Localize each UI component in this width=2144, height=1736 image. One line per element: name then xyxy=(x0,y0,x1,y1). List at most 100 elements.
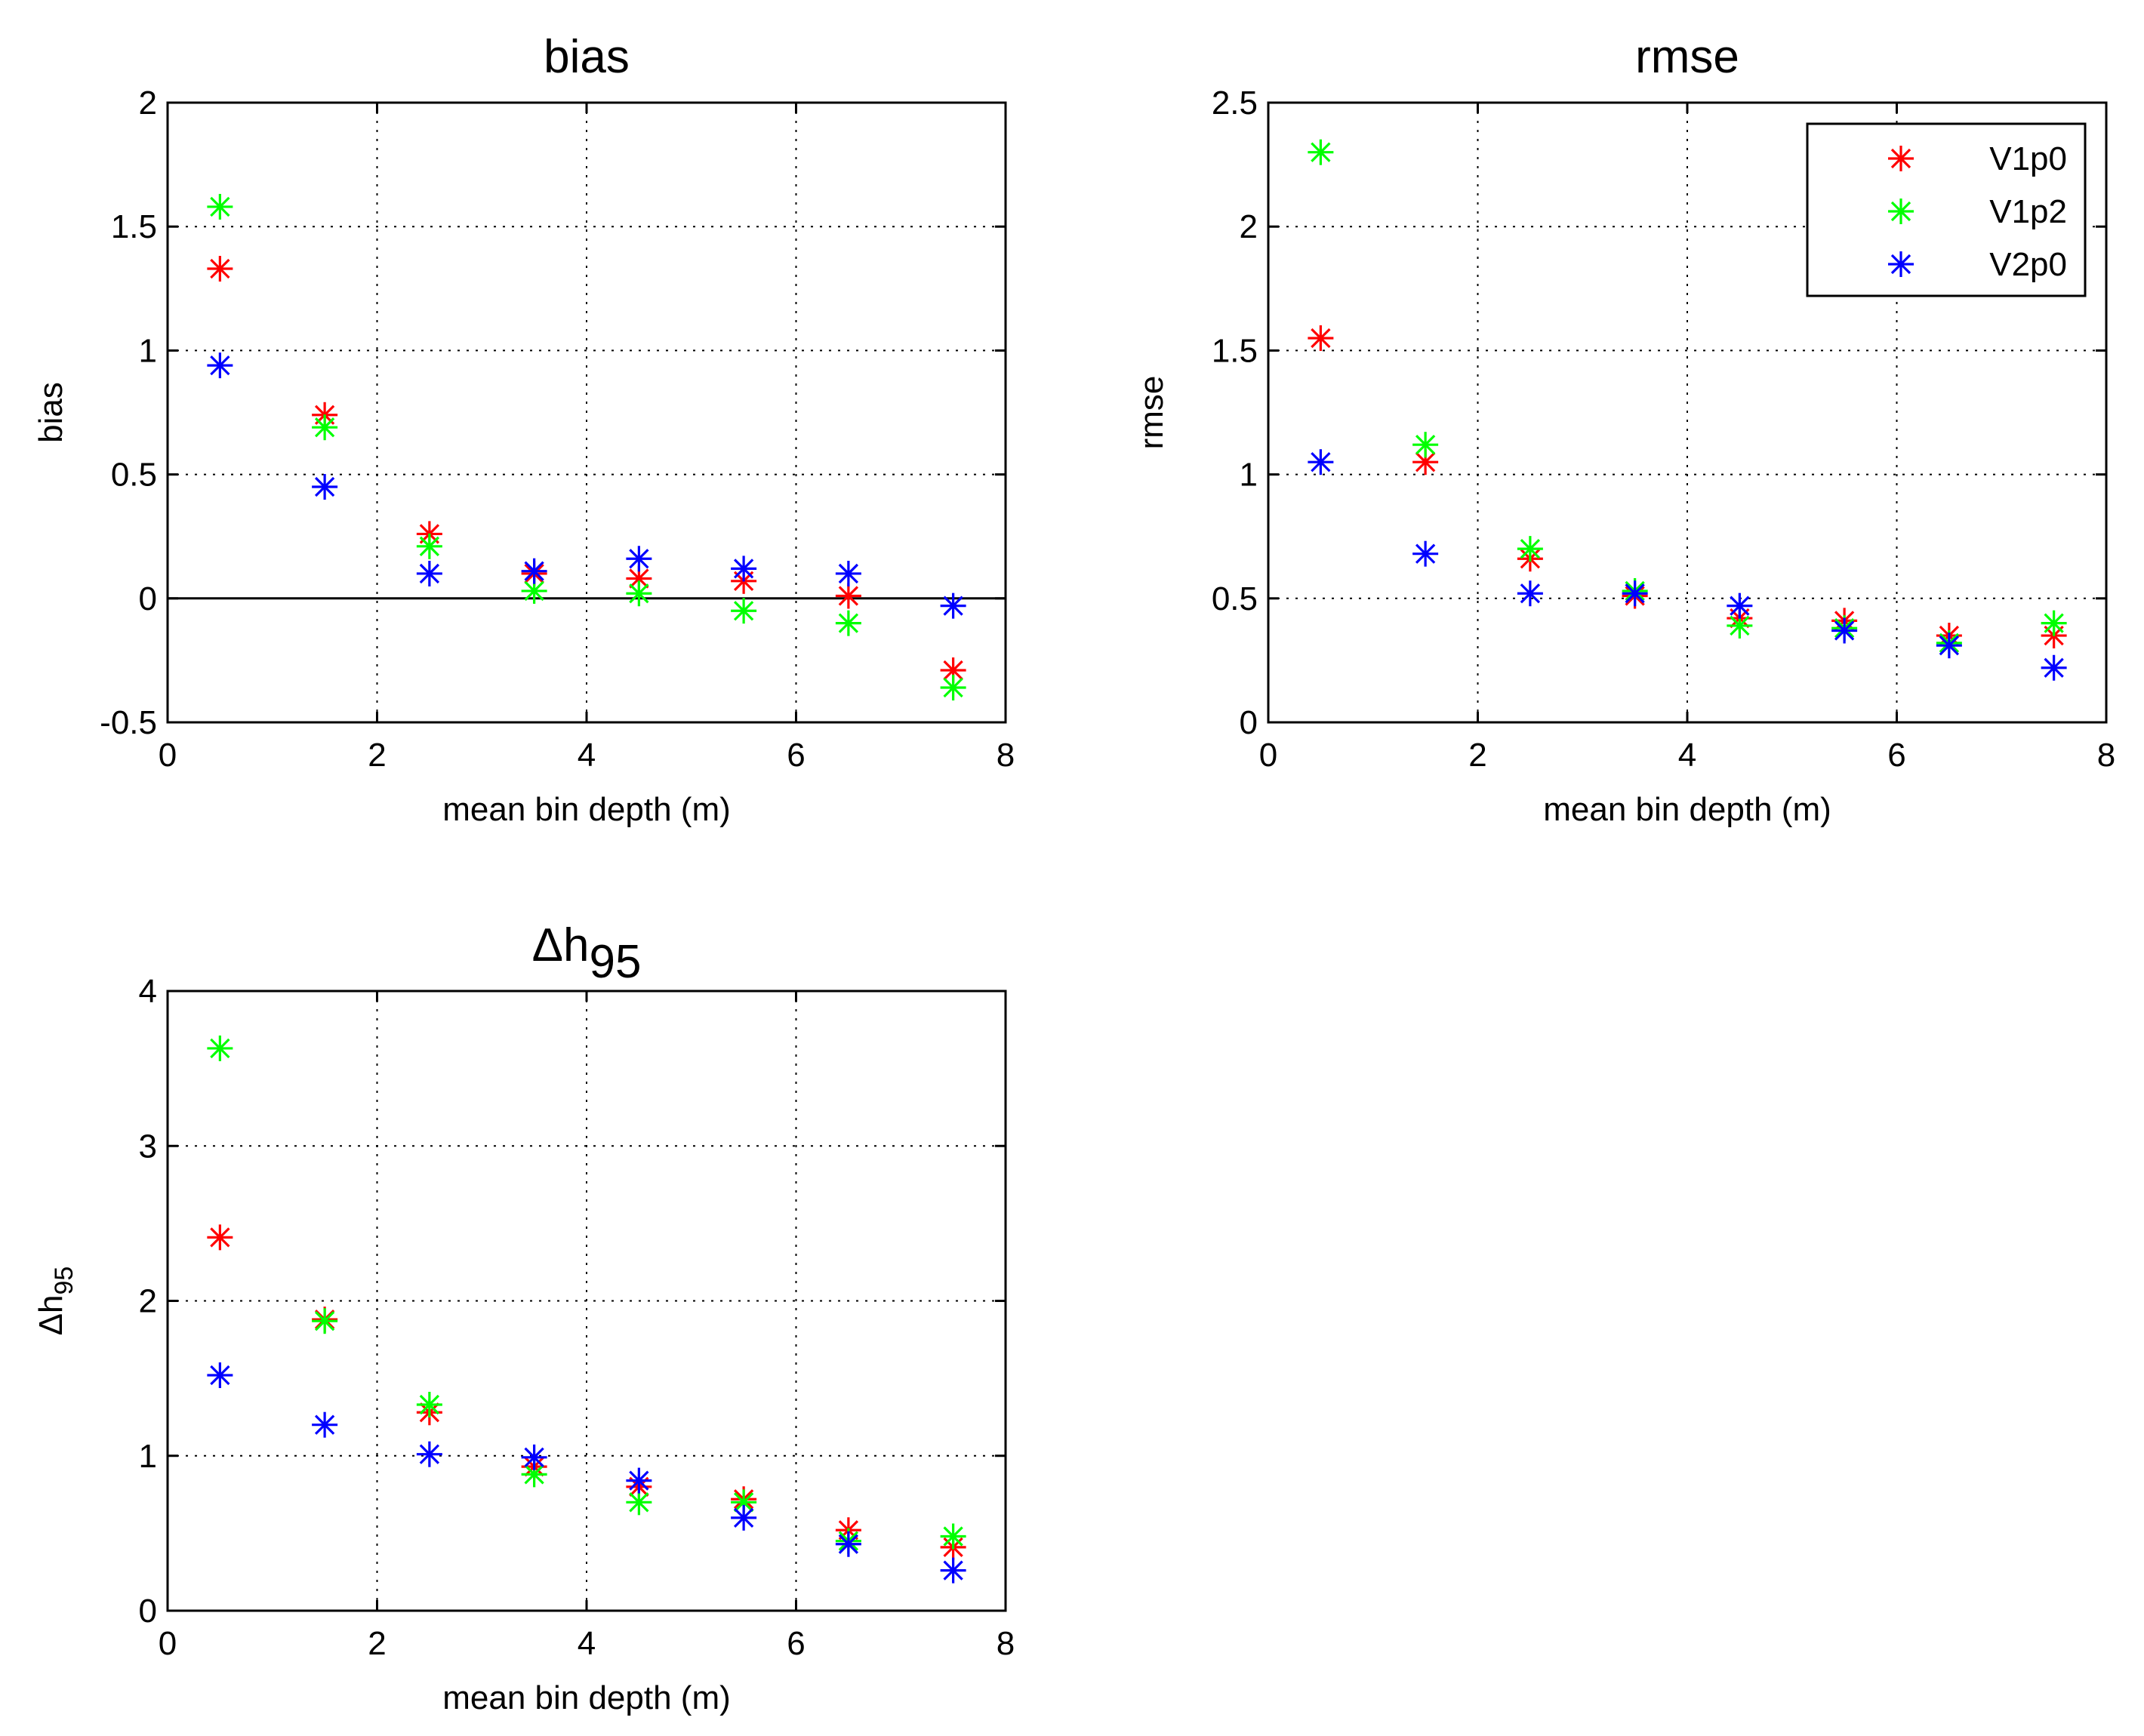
rmse-point-V2p0-6-stroke-3 xyxy=(1939,636,1960,656)
dh95-point-V2p0-3 xyxy=(521,1444,547,1470)
bias-xtick-label-0: 0 xyxy=(159,737,177,774)
dh95-point-V1p2-3-stroke-3 xyxy=(524,1464,544,1485)
bias-point-V1p0-4-stroke-3 xyxy=(629,568,649,589)
bias-point-V2p0-3 xyxy=(521,558,547,584)
bias-point-V1p2-6 xyxy=(835,610,861,636)
bias-point-V2p0-2 xyxy=(416,560,442,586)
bias-series-V2p0 xyxy=(207,352,966,619)
rmse-ytick-label-4: 2 xyxy=(1240,208,1258,245)
dh95-point-V2p0-4 xyxy=(626,1467,652,1494)
dh95-series-V2p0 xyxy=(207,1362,966,1584)
rmse-xtick-label-2: 4 xyxy=(1678,737,1696,774)
dh95-point-V1p2-7 xyxy=(940,1523,966,1550)
dh95-point-V2p0-6 xyxy=(835,1531,861,1557)
rmse-point-V2p0-1-stroke-3 xyxy=(1415,543,1436,564)
bias-point-V1p2-2 xyxy=(416,533,442,559)
bias-point-V1p2-1 xyxy=(312,414,338,441)
bias-ytick-label-3: 1 xyxy=(139,332,157,369)
rmse-ytick-label-0: 0 xyxy=(1240,704,1258,741)
dh95-point-V2p0-0-stroke-3 xyxy=(210,1365,230,1386)
rmse-legend-label-V1p2: V1p2 xyxy=(1989,193,2067,230)
dh95-xtick-label-3: 6 xyxy=(787,1625,805,1662)
bias-point-V1p2-2-stroke-3 xyxy=(419,536,440,556)
rmse-point-V2p0-2-stroke-3 xyxy=(1520,583,1541,604)
rmse-legend-marker-V1p0-stroke-3 xyxy=(1890,148,1911,169)
rmse-xlabel: mean bin depth (m) xyxy=(1543,791,1831,828)
bias-point-V2p0-5 xyxy=(731,556,757,582)
dh95-title-main: Δh xyxy=(532,919,590,971)
rmse-ytick-label-1: 0.5 xyxy=(1212,580,1258,617)
rmse-point-V1p2-7-stroke-3 xyxy=(2044,613,2064,633)
rmse-point-V1p2-2-stroke-3 xyxy=(1520,538,1541,559)
bias-point-V2p0-4 xyxy=(626,546,652,572)
bias-point-V1p0-6-stroke-3 xyxy=(838,586,859,606)
dh95-point-V2p0-1 xyxy=(312,1411,338,1438)
rmse-xtick-label-1: 2 xyxy=(1468,737,1486,774)
bias-point-V2p0-7 xyxy=(940,593,966,619)
bias-point-V1p2-5 xyxy=(731,598,757,624)
dh95-point-V2p0-2 xyxy=(416,1441,442,1467)
rmse-title: rmse xyxy=(1635,31,1739,83)
rmse-point-V1p2-1 xyxy=(1412,432,1439,458)
dh95-ylabel: Δh95 xyxy=(32,1267,79,1336)
bias-xtick-label-2: 4 xyxy=(578,737,596,774)
bias-point-V2p0-1 xyxy=(312,474,338,500)
rmse-legend-marker-V1p2 xyxy=(1888,199,1914,224)
dh95-xlabel: mean bin depth (m) xyxy=(442,1679,731,1716)
rmse-point-V2p0-3-stroke-3 xyxy=(1625,583,1645,604)
dh95-point-V1p2-0-stroke-3 xyxy=(210,1038,230,1059)
rmse-legend-label-V1p0: V1p0 xyxy=(1989,140,2067,177)
rmse-legend-marker-V1p0 xyxy=(1888,146,1914,171)
dh95-point-V1p2-4-stroke-3 xyxy=(629,1492,649,1513)
rmse-point-V1p0-1-stroke-3 xyxy=(1415,452,1436,472)
bias-ytick-label-0: -0.5 xyxy=(100,704,157,741)
dh95-point-V1p2-2-stroke-3 xyxy=(419,1394,440,1415)
bias-xtick-label-1: 2 xyxy=(368,737,386,774)
dh95-ylabel-main: Δh xyxy=(32,1294,69,1335)
bias-point-V1p0-7-stroke-3 xyxy=(943,660,963,681)
dh95-xtick-label-0: 0 xyxy=(159,1625,177,1662)
dh95-point-V1p2-2 xyxy=(416,1392,442,1418)
dh95-ytick-label-1: 1 xyxy=(139,1438,157,1475)
rmse-point-V2p0-7 xyxy=(2041,654,2067,681)
rmse-point-V2p0-0-stroke-3 xyxy=(1311,452,1331,472)
bias-point-V1p2-0-stroke-3 xyxy=(210,196,230,217)
dh95-xtick-label-4: 8 xyxy=(997,1625,1015,1662)
rmse-point-V2p0-1 xyxy=(1412,540,1439,567)
bias-ytick-label-2: 0.5 xyxy=(111,457,157,494)
rmse-point-V2p0-6 xyxy=(1936,633,1962,659)
dh95-series-V1p2 xyxy=(207,1035,966,1554)
dh95-point-V2p0-2-stroke-3 xyxy=(419,1444,440,1464)
dh95-point-V2p0-5 xyxy=(731,1504,757,1531)
rmse-ytick-label-2: 1 xyxy=(1240,457,1258,494)
bias-xtick-label-4: 8 xyxy=(997,737,1015,774)
dh95-point-V1p2-0 xyxy=(207,1035,233,1061)
bias-point-V1p2-7 xyxy=(940,675,966,701)
dh95-point-V2p0-3-stroke-3 xyxy=(524,1447,544,1467)
bias-point-V1p2-4-stroke-3 xyxy=(629,583,649,604)
chart-rmse: 0 2 4 6 8 0 0.5 1 1.5 2 2.5 rmse mean bin depth (m) r… xyxy=(1133,31,2115,828)
bias-point-V2p0-2-stroke-3 xyxy=(419,563,440,584)
rmse-point-V1p2-2 xyxy=(1517,536,1543,562)
bias-point-V2p0-4-stroke-3 xyxy=(629,549,649,569)
rmse-point-V2p0-4-stroke-3 xyxy=(1730,596,1750,616)
rmse-point-V2p0-5 xyxy=(1831,617,1858,644)
bias-point-V1p2-3-stroke-3 xyxy=(524,580,544,602)
bias-point-V1p2-0 xyxy=(207,193,233,220)
dh95-point-V2p0-4-stroke-3 xyxy=(629,1470,649,1491)
rmse-point-V2p0-4 xyxy=(1727,593,1753,619)
dh95-point-V2p0-6-stroke-3 xyxy=(838,1534,859,1554)
dh95-point-V1p2-1-stroke-3 xyxy=(314,1311,335,1331)
rmse-legend-marker-V1p2-stroke-3 xyxy=(1890,201,1911,222)
bias-point-V1p2-5-stroke-3 xyxy=(733,601,754,621)
bias-point-V2p0-1-stroke-3 xyxy=(314,476,335,497)
dh95-point-V1p2-1 xyxy=(312,1308,338,1334)
bias-point-V2p0-3-stroke-3 xyxy=(524,561,544,581)
bias-point-V2p0-5-stroke-3 xyxy=(733,559,754,579)
dh95-point-V2p0-0 xyxy=(207,1362,233,1389)
dh95-point-V1p2-5-stroke-3 xyxy=(733,1492,754,1513)
rmse-point-V1p2-4 xyxy=(1727,612,1753,639)
